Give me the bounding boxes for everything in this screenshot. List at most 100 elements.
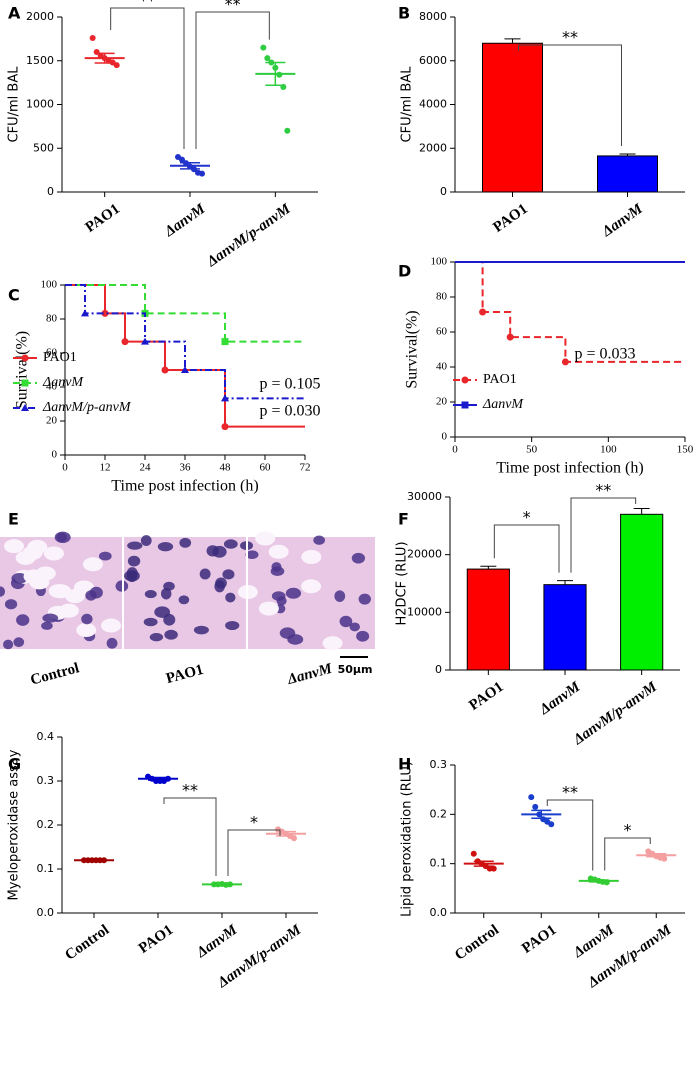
- error-bar: [212, 883, 232, 886]
- nucleus: [339, 615, 353, 628]
- significance-bracket: [493, 524, 560, 573]
- nucleus: [287, 634, 304, 645]
- nucleus: [127, 555, 141, 567]
- y-tick-label: 40: [46, 381, 58, 393]
- error-bar: [557, 580, 573, 585]
- significance-label: *: [250, 813, 258, 832]
- error-bar: [619, 153, 636, 156]
- nucleus: [349, 622, 361, 632]
- nucleus: [2, 639, 14, 650]
- significance-bracket: [604, 837, 651, 871]
- airspace: [255, 531, 276, 546]
- data-point: [199, 170, 205, 177]
- marker: [181, 366, 189, 373]
- airspace: [101, 618, 122, 633]
- y-axis-label: Myeloperoxidase assay: [7, 749, 22, 900]
- error-bar: [276, 830, 296, 837]
- nucleus: [334, 590, 346, 602]
- airspace: [23, 569, 44, 584]
- nucleus: [89, 586, 103, 599]
- x-tick-label: 48: [220, 462, 232, 474]
- y-tick-label: 60: [46, 347, 58, 359]
- significance-label: **: [139, 0, 155, 10]
- bar: [466, 568, 510, 671]
- nucleus: [358, 593, 371, 605]
- x-tick-label: Control: [452, 922, 502, 964]
- nucleus: [157, 541, 174, 552]
- nucleus: [127, 541, 143, 550]
- error-bar: [504, 38, 521, 44]
- significance-label: **: [562, 783, 578, 802]
- nucleus: [4, 599, 18, 610]
- data-point: [284, 127, 291, 134]
- y-tick-label: 4000: [419, 98, 447, 111]
- x-tick-label: PAO1: [136, 922, 176, 957]
- x-tick-label: 60: [260, 462, 272, 474]
- y-tick-label: 20000: [407, 548, 442, 561]
- nucleus: [223, 539, 238, 549]
- nucleus: [351, 552, 366, 564]
- y-tick-label: 0.0: [37, 906, 55, 919]
- y-tick-label: 0: [52, 449, 58, 461]
- significance-label: **: [182, 781, 198, 800]
- x-tick-label: 12: [100, 462, 111, 474]
- marker: [141, 337, 149, 345]
- x-tick-label: PAO1: [519, 922, 559, 957]
- y-tick-label: 0.4: [37, 730, 55, 743]
- nucleus: [123, 570, 140, 582]
- bar: [597, 155, 658, 193]
- marker: [121, 338, 129, 346]
- y-tick-label: 0.3: [37, 774, 55, 787]
- nucleus: [144, 590, 157, 599]
- y-tick-label: 8000: [419, 10, 447, 23]
- marker: [479, 308, 487, 316]
- marker: [506, 333, 514, 341]
- x-tick-label: ΔanvM: [193, 922, 241, 962]
- nucleus: [115, 580, 129, 592]
- nucleus: [41, 621, 53, 630]
- legend-label: PAO1: [483, 372, 517, 387]
- x-tick-label: 100: [600, 444, 617, 456]
- error-bar: [531, 809, 552, 820]
- y-axis-label: H2DCF (RLU): [395, 541, 410, 625]
- data-point: [490, 865, 497, 872]
- y-tick-label: 0: [442, 431, 448, 443]
- marker: [221, 394, 229, 402]
- error-bar: [473, 860, 494, 867]
- significance-label: **: [562, 28, 578, 47]
- nucleus: [0, 586, 6, 597]
- airspace: [43, 546, 64, 561]
- scale-bar-label: 50μm: [338, 663, 373, 676]
- error-bar: [646, 853, 667, 858]
- x-tick-label: 0: [62, 462, 68, 474]
- airspace: [258, 601, 279, 616]
- airspace: [322, 636, 343, 651]
- significance-bracket: [518, 44, 622, 146]
- airspace: [268, 544, 289, 559]
- nucleus: [11, 573, 28, 584]
- y-tick-label: 20: [436, 396, 448, 408]
- nucleus: [356, 630, 370, 642]
- x-tick-label: 36: [180, 462, 192, 474]
- significance-bracket: [110, 7, 185, 149]
- data-point: [528, 794, 535, 801]
- error-bar: [148, 776, 168, 781]
- x-tick-label: ΔanvM: [536, 679, 584, 719]
- x-tick-label: 24: [140, 462, 152, 474]
- airspace: [48, 584, 69, 599]
- x-tick-label: PAO1: [490, 201, 530, 236]
- y-tick-label: 0: [440, 185, 447, 198]
- panel-letter: D: [398, 262, 411, 281]
- y-tick-label: 0.2: [37, 818, 55, 831]
- y-axis-label: Survival(%): [404, 310, 421, 388]
- survival-line: [65, 284, 305, 343]
- nucleus: [140, 535, 152, 547]
- panel-letter: A: [8, 4, 21, 23]
- error-bar: [588, 879, 609, 883]
- airspace: [82, 557, 103, 572]
- airspace: [58, 603, 79, 618]
- nucleus: [245, 550, 259, 560]
- marker: [81, 309, 89, 317]
- error-bar: [633, 508, 650, 515]
- nucleus: [81, 613, 93, 625]
